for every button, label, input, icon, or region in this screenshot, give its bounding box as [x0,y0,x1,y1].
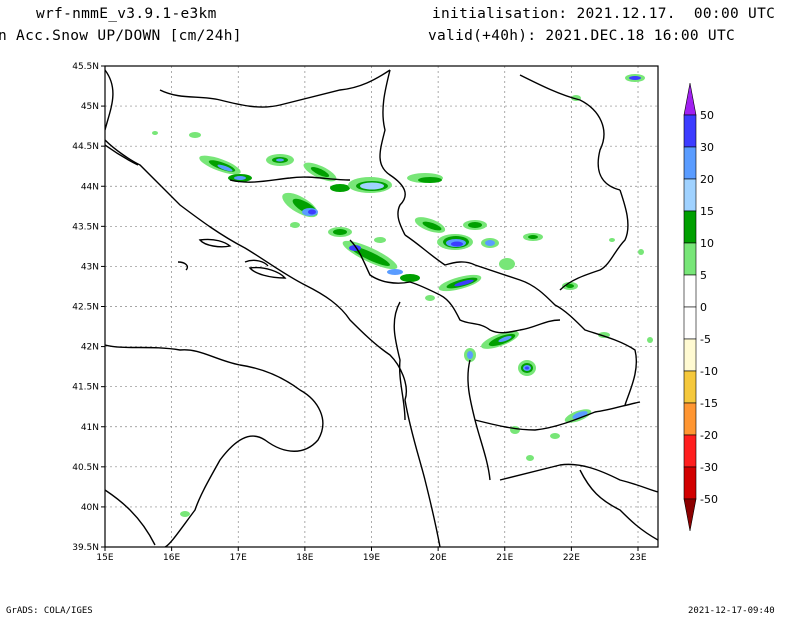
snow-scatter [152,74,653,517]
border-greece [474,401,641,431]
valid-time: valid(+40h): 2021.DEC.18 16:00 UTC [428,28,736,44]
island-2 [248,266,287,279]
lat-label: 45N [81,102,99,112]
island-5 [105,144,139,166]
lon-label: 22E [563,553,580,563]
island-3 [244,259,269,267]
lat-label: 40.5N [72,463,99,473]
legend-top-arrow [683,82,697,116]
coast-aegean [579,469,658,541]
island-4 [177,261,189,271]
map-grid [105,66,658,547]
border-bulgaria [474,264,637,406]
legend-label: -15 [700,397,718,410]
lon-label: 21E [496,553,513,563]
lat-label: 43.5N [72,222,99,232]
legend-label: 10 [700,237,714,250]
lon-label: 16E [163,553,180,563]
lat-label: 42N [81,343,99,353]
legend-swatch [683,114,697,148]
legend-swatch [683,146,697,180]
longitude-labels: 15E 16E 17E 18E 19E 20E 21E 22E 23E [96,547,647,563]
border-kosovo [439,294,561,334]
snow-band-macedonia [464,331,610,461]
legend-bottom-arrow [683,498,697,532]
lon-label: 23E [629,553,646,563]
snow-patches [152,74,653,517]
model-title: wrf-nmmE_v3.9.1-e3km [36,6,217,22]
lon-label: 15E [96,553,113,563]
lon-label: 17E [230,553,247,563]
snow-band-serbia [414,217,578,301]
border-albania-west [393,301,406,421]
latitude-labels: 45.5N 45N 44.5N 44N 43.5N 43N 42.5N 42N 41.5N 41N… [72,62,105,553]
legend-label: -5 [700,333,711,346]
snow-band-bosnia [189,132,443,193]
legend-swatch [683,306,697,340]
border-montenegro [349,239,441,296]
variable-title: n Acc.Snow UP/DOWN [cm/24h] [0,28,242,44]
border-croatia-serbia [379,69,406,236]
footer-credit: GrADS: COLA/IGES [6,606,93,616]
lat-label: 39.5N [72,543,99,553]
lat-label: 45.5N [72,62,99,72]
legend-swatch [683,402,697,436]
border-north [159,69,391,108]
legend-label: -20 [700,429,718,442]
snow-band-central [282,192,420,282]
lon-label: 20E [430,553,447,563]
lon-label: 19E [363,553,380,563]
legend-label: -30 [700,461,718,474]
legend-label: 15 [700,205,714,218]
legend-swatch [683,370,697,404]
footer-timestamp: 2021-12-17-09:40 [688,606,775,616]
legend-label: -10 [700,365,718,378]
legend-swatch [683,274,697,308]
border-albania-macedonia [467,359,491,481]
border-serbia-northeast [519,74,621,191]
legend-label: 30 [700,141,714,154]
island-1 [198,238,232,248]
border-serbia-kosovo [404,234,476,266]
legend-label: 50 [700,109,714,122]
legend-swatch [683,434,697,468]
lat-label: 44.5N [72,142,99,152]
coastline-italy-south [105,489,156,546]
legend-label: 5 [700,269,707,282]
legend-label: 0 [700,301,707,314]
legend-swatch [683,178,697,212]
init-time: initialisation: 2021.12.17. 00:00 UTC [432,6,776,22]
lat-label: 41.5N [72,383,99,393]
lat-label: 44N [81,182,99,192]
lat-label: 41N [81,423,99,433]
coastline-balkans [105,69,441,547]
lon-label: 18E [296,553,313,563]
coastlines-borders [105,69,658,547]
lat-label: 43N [81,262,99,272]
legend-swatch [683,466,697,500]
legend-label: 20 [700,173,714,186]
legend-swatch [683,242,697,276]
legend-swatch [683,338,697,372]
legend-label: -50 [700,493,718,506]
legend-swatch [683,210,697,244]
border-greece-south [499,463,658,493]
border-bosnia-north [229,176,351,183]
coastline-italy [105,344,324,547]
lat-label: 42.5N [72,303,99,313]
lat-label: 40N [81,503,99,513]
border-serbia-romania [559,189,629,291]
